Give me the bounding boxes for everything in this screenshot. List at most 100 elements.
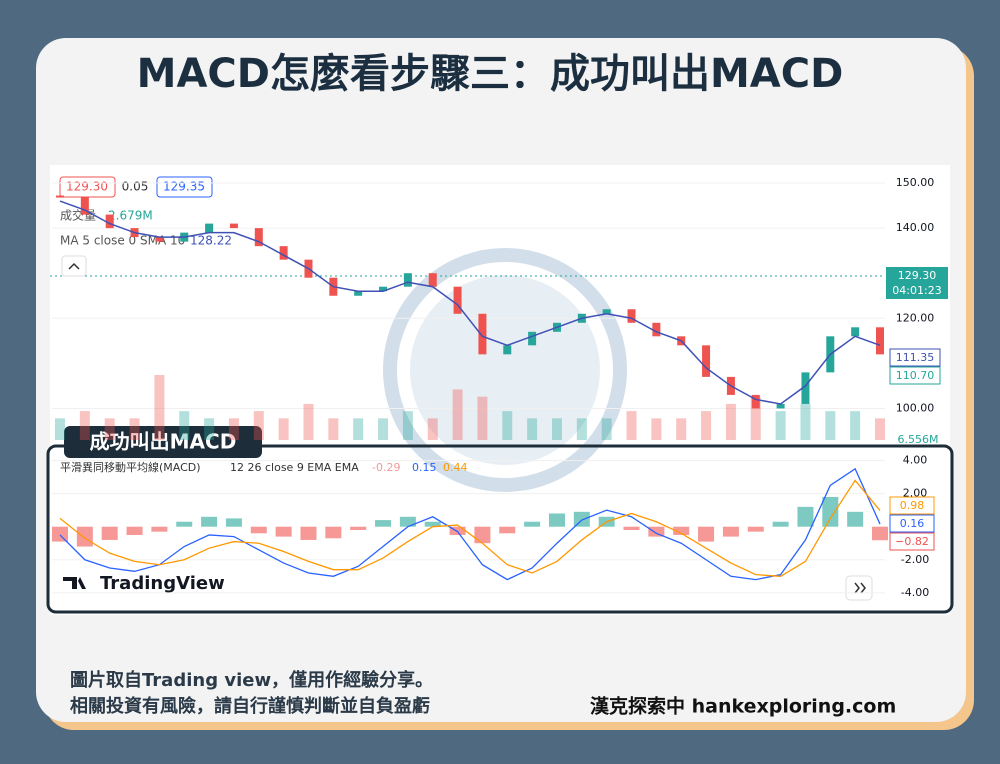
histogram-bar — [375, 520, 392, 527]
volume-bar — [875, 418, 885, 440]
macd-hist: -0.29 — [372, 461, 400, 474]
candle — [776, 403, 785, 409]
volume-bar — [179, 411, 190, 440]
volume-bar — [676, 418, 687, 440]
volume-bar — [850, 411, 861, 440]
histogram-bar — [772, 521, 789, 527]
histogram-bar — [797, 506, 814, 527]
close-last: 110.70 — [896, 369, 935, 382]
y-tick-label: 100.00 — [896, 401, 935, 414]
candle — [354, 291, 363, 296]
price-tag — [886, 267, 948, 299]
histogram-bar — [399, 516, 416, 527]
histogram-bar — [52, 526, 68, 542]
volume-bar — [825, 411, 836, 440]
candle — [652, 322, 661, 337]
volume-bar — [278, 418, 289, 440]
histogram-bar — [722, 526, 739, 537]
candle — [105, 214, 114, 229]
volume-bar — [55, 418, 65, 440]
macd-line — [59, 479, 881, 577]
volume-value: 2.679M — [108, 209, 153, 223]
candle — [229, 223, 238, 229]
histogram-bar — [76, 526, 93, 547]
tag — [889, 348, 941, 367]
hist-tag: −0.82 — [895, 535, 929, 548]
histogram-bar — [350, 526, 367, 530]
volume-bar — [477, 396, 488, 440]
watermark — [383, 248, 627, 492]
y-tick-label: -2.00 — [901, 553, 929, 566]
histogram-bar — [822, 496, 839, 527]
histogram-bar — [275, 526, 292, 537]
macd-line — [59, 467, 881, 581]
volume-label: 成交量 — [60, 208, 96, 223]
macd-name: 平滑異同移動平均線(MACD) — [60, 460, 201, 474]
candle — [403, 273, 412, 287]
candle — [155, 237, 164, 242]
histogram-bar — [325, 526, 342, 539]
histogram-bar — [250, 526, 267, 534]
histogram-bar — [225, 518, 242, 527]
histogram-bar — [424, 521, 441, 527]
y-tick-label: 140.00 — [896, 221, 935, 234]
macd-value: 0.15 — [412, 461, 437, 474]
volume-bar — [651, 418, 662, 440]
volume-bar — [328, 418, 339, 440]
ma-value: 128.22 — [190, 234, 232, 248]
histogram-bar — [101, 526, 118, 540]
chevron — [68, 262, 80, 270]
candle — [279, 246, 288, 260]
candle — [80, 196, 89, 215]
volume-bar — [253, 411, 264, 440]
badge — [64, 426, 262, 458]
tag — [889, 532, 935, 551]
countdown: 04:01:23 — [892, 284, 941, 297]
histogram-bar — [300, 526, 317, 540]
histogram-bar — [176, 521, 193, 527]
volume-bar — [601, 418, 612, 440]
collapse-button[interactable] — [61, 255, 87, 277]
chevrons — [854, 582, 866, 594]
candle — [876, 327, 884, 355]
volume-bar — [725, 403, 736, 440]
brand: TradingView — [100, 573, 225, 594]
candle — [702, 345, 711, 377]
volume-bar — [154, 375, 165, 440]
histogram-bar — [474, 526, 491, 544]
candle — [56, 195, 64, 198]
candle — [627, 309, 636, 323]
ma-line — [59, 200, 881, 405]
volume-bar — [79, 411, 90, 440]
tag — [889, 496, 935, 515]
candle — [528, 331, 537, 346]
histogram-bar — [623, 526, 640, 530]
y-tick-label: 150.00 — [896, 176, 935, 189]
macd-frame — [46, 444, 954, 614]
histogram-bar — [548, 513, 565, 527]
histogram-bar — [499, 526, 516, 534]
volume-bar — [104, 418, 115, 440]
tag — [156, 176, 213, 198]
volume-bar — [701, 411, 712, 440]
volume-bar — [502, 411, 513, 440]
candle — [602, 309, 611, 314]
volume-bar — [303, 403, 314, 440]
volume-bar — [551, 418, 562, 440]
candle — [453, 286, 462, 314]
candle — [751, 394, 760, 409]
tag — [889, 366, 941, 385]
histogram-bar — [648, 526, 665, 537]
badge-text: 成功叫出MACD — [90, 430, 237, 454]
volume-bar — [129, 418, 140, 440]
candle — [254, 228, 263, 247]
volume-bar — [775, 411, 786, 440]
histogram-bar — [126, 526, 143, 535]
volume-bar — [204, 418, 215, 440]
tv-logo — [63, 577, 86, 589]
candle — [801, 372, 810, 404]
candle — [428, 273, 437, 287]
footer-note: 相關投資有風險，請自行謹慎判斷並自負盈虧 — [70, 695, 430, 717]
